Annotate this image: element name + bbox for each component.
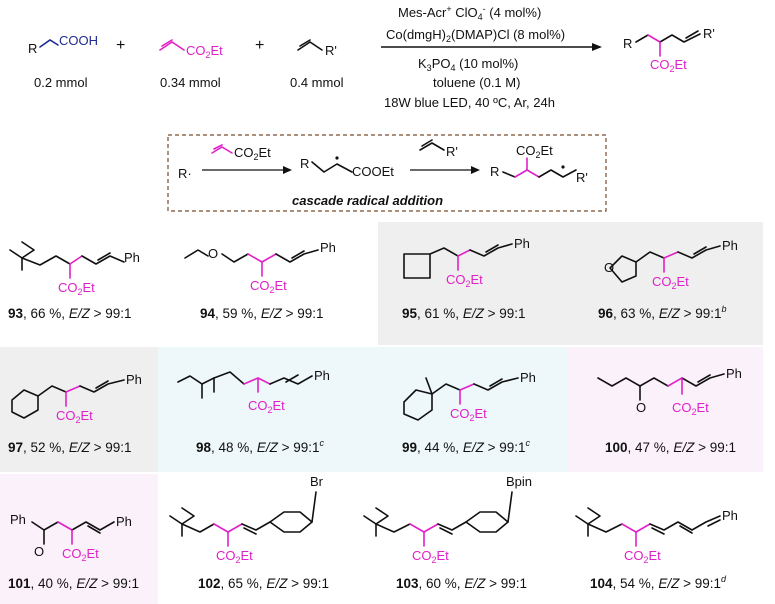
caption-100: 100, 47 %, E/Z > 99:1 xyxy=(605,440,736,455)
svg-text:CO2Et: CO2Et xyxy=(216,548,253,565)
svg-text:Ph: Ph xyxy=(116,514,132,529)
reactant3-amount: 0.4 mmol xyxy=(290,75,344,90)
panel-row2-pink xyxy=(568,347,763,472)
mechanism-box xyxy=(167,134,607,212)
product-r-label: R xyxy=(623,36,632,51)
condition-solvent: toluene (0.1 M) xyxy=(433,75,520,90)
svg-text:Ph: Ph xyxy=(722,238,738,253)
plus-sign-1: + xyxy=(116,37,125,54)
svg-text:CO2Et: CO2Et xyxy=(58,280,95,297)
caption-102: 102, 65 %, E/Z > 99:1 xyxy=(198,576,329,591)
svg-text:CO2Et: CO2Et xyxy=(56,408,93,425)
mech-reagent1: CO2Et xyxy=(234,145,271,162)
structure-96: O Ph CO2Et xyxy=(604,238,738,291)
mech-reagent2: R' xyxy=(446,144,458,159)
svg-text:CO2Et: CO2Et xyxy=(624,548,661,565)
mech-final-r: R xyxy=(490,164,499,179)
panel-row1-gray xyxy=(378,222,763,345)
reactant2-amount: 0.34 mmol xyxy=(160,75,221,90)
plus-sign-2: + xyxy=(255,37,264,54)
condition-light: 18W blue LED, 40 ºC, Ar, 24h xyxy=(384,95,555,110)
caption-97: 97, 52 %, E/Z > 99:1 xyxy=(8,440,132,455)
caption-93: 93, 66 %, E/Z > 99:1 xyxy=(8,306,132,321)
mech-final-rprime: R' xyxy=(576,170,588,185)
svg-text:CO2Et: CO2Et xyxy=(450,406,487,423)
structure-103: Bpin CO2Et xyxy=(363,474,532,565)
svg-text:Ph: Ph xyxy=(722,508,738,523)
svg-text:CO2Et: CO2Et xyxy=(446,272,483,289)
svg-text:Ph: Ph xyxy=(10,512,26,527)
caption-94: 94, 59 %, E/Z > 99:1 xyxy=(200,306,324,321)
condition-cobalt: Co(dmgH)2(DMAP)Cl (8 mol%) xyxy=(386,27,565,44)
structure-104: Ph CO2Et xyxy=(575,507,738,565)
captions: 93, 66 %, E/Z > 99:1 94, 59 %, E/Z > 99:1… xyxy=(8,304,736,591)
svg-text:O: O xyxy=(34,544,44,559)
svg-text:Ph: Ph xyxy=(126,372,142,387)
caption-96: 96, 63 %, E/Z > 99:1b xyxy=(598,304,727,321)
structure-102: Br CO2Et xyxy=(169,474,324,565)
caption-101: 101, 40 %, E/Z > 99:1 xyxy=(8,576,139,591)
structure-101: Ph O Ph CO2Et xyxy=(10,512,132,563)
svg-text:CO2Et: CO2Et xyxy=(672,400,709,417)
condition-catalyst: Mes-Acr+ ClO4- (4 mol%) xyxy=(398,4,541,22)
mech-intermediate-ester: COOEt xyxy=(352,164,394,179)
svg-text:O: O xyxy=(636,400,646,415)
svg-text:CO2Et: CO2Et xyxy=(652,274,689,291)
svg-text:Br: Br xyxy=(310,474,324,489)
structure-99: Ph CO2Et xyxy=(403,370,536,423)
svg-text:Ph: Ph xyxy=(314,368,330,383)
svg-text:CO2Et: CO2Et xyxy=(62,546,99,563)
mech-final-ester: CO2Et xyxy=(516,143,553,160)
svg-text:CO2Et: CO2Et xyxy=(412,548,449,565)
structure-100: O Ph CO2Et xyxy=(597,366,742,417)
condition-base: K3PO4 (10 mol%) xyxy=(418,56,518,73)
svg-text:Bpin: Bpin xyxy=(506,474,532,489)
reactant-ethyl-acrylate: CO2Et 0.34 mmol xyxy=(159,39,223,90)
reactant-carboxylic-acid: R COOH 0.2 mmol xyxy=(28,33,98,90)
mech-radical: R· xyxy=(178,166,192,181)
svg-text:Ph: Ph xyxy=(726,366,742,381)
caption-104: 104, 54 %, E/Z > 99:1d xyxy=(590,574,727,591)
structure-98: Ph CO2Et xyxy=(177,368,330,415)
structure-93: Ph CO2Et xyxy=(9,241,140,297)
product-structure: R R' CO2Et xyxy=(623,26,715,74)
product-ester-label: CO2Et xyxy=(650,57,687,74)
mech-caption: cascade radical addition xyxy=(292,193,443,208)
caption-95: 95, 61 %, E/Z > 99:1 xyxy=(402,306,526,321)
svg-text:CO2Et: CO2Et xyxy=(250,278,287,295)
panel-row2-cyan xyxy=(158,347,568,472)
mechanism-content: R· CO2Et R COOEt R' R CO2Et R' cascade r… xyxy=(178,139,588,208)
reactant1-amount: 0.2 mmol xyxy=(34,75,88,90)
product-rprime-label: R' xyxy=(703,26,715,41)
svg-text:Ph: Ph xyxy=(514,236,530,251)
svg-text:CO2Et: CO2Et xyxy=(248,398,285,415)
reactant1-cooh-label: COOH xyxy=(59,33,98,48)
svg-text:O: O xyxy=(604,260,614,275)
svg-text:Ph: Ph xyxy=(520,370,536,385)
structure-95: Ph CO2Et xyxy=(403,236,530,289)
reactant2-ester-label: CO2Et xyxy=(186,43,223,60)
mech-intermediate-r: R xyxy=(300,156,309,171)
reactant3-rprime-label: R' xyxy=(325,43,337,58)
svg-text:O: O xyxy=(208,246,218,261)
svg-text:Ph: Ph xyxy=(124,250,140,265)
reactant-alkene: R' 0.4 mmol xyxy=(290,39,344,90)
structure-97: Ph CO2Et xyxy=(11,372,142,425)
caption-99: 99, 44 %, E/Z > 99:1c xyxy=(402,438,531,455)
caption-98: 98, 48 %, E/Z > 99:1c xyxy=(196,438,325,455)
reactant1-r-label: R xyxy=(28,41,37,56)
svg-text:Ph: Ph xyxy=(320,240,336,255)
structure-94: O Ph CO2Et xyxy=(184,240,336,295)
panel-row3-pink xyxy=(0,474,158,604)
caption-103: 103, 60 %, E/Z > 99:1 xyxy=(396,576,527,591)
panel-row2-gray xyxy=(0,347,158,472)
